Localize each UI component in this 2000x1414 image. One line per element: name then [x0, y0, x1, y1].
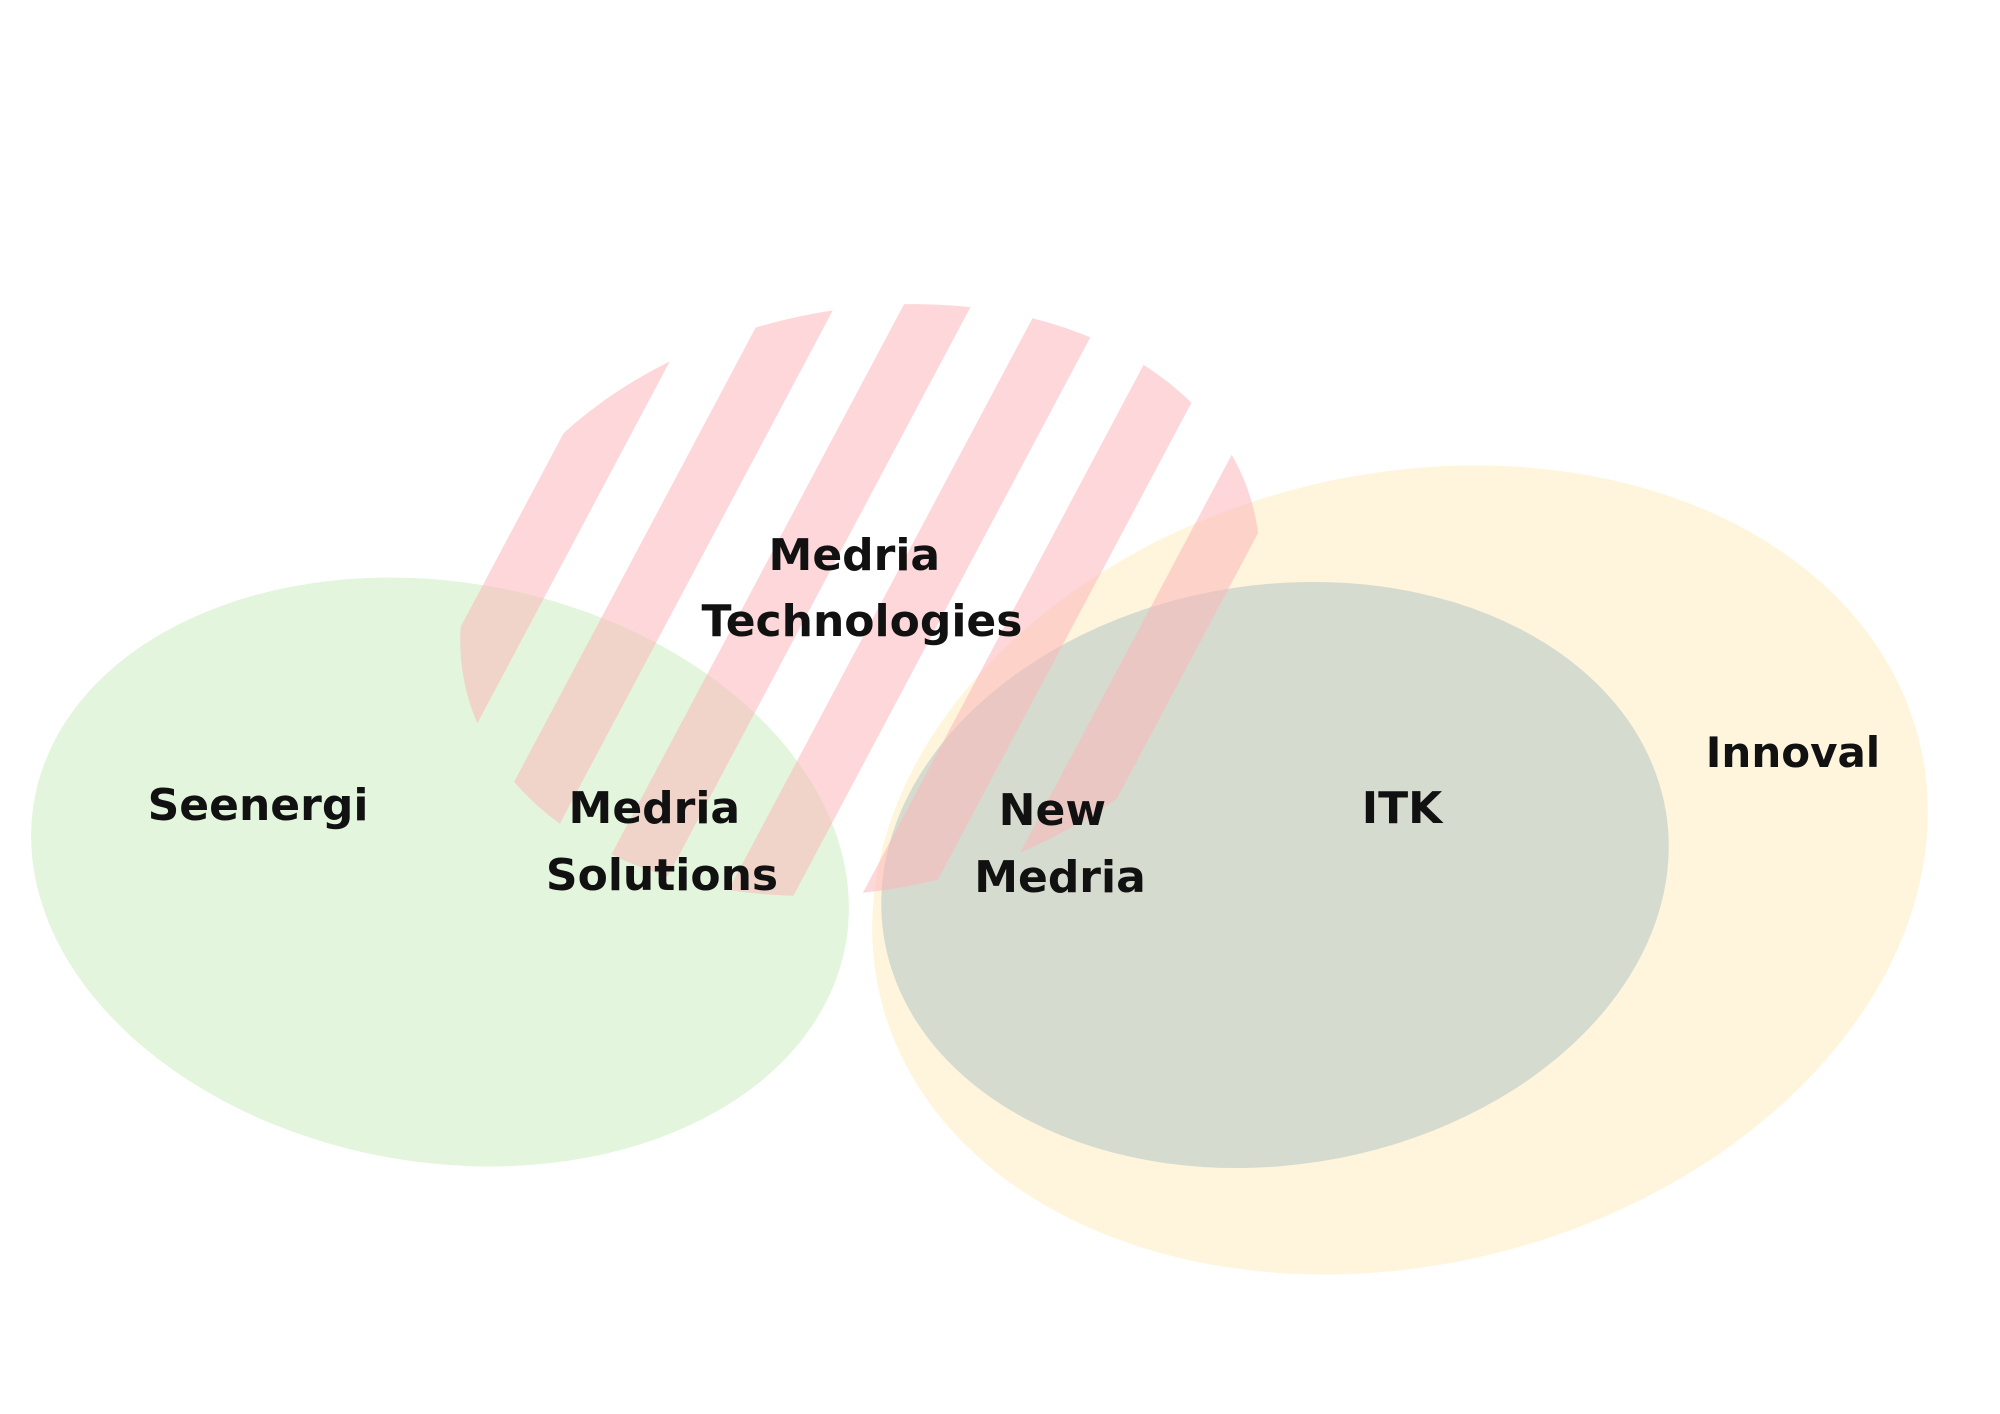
seenergi-label: Seenergi	[148, 780, 369, 831]
innoval-label: Innoval	[1706, 728, 1880, 777]
itk-label: ITK	[1362, 783, 1444, 834]
